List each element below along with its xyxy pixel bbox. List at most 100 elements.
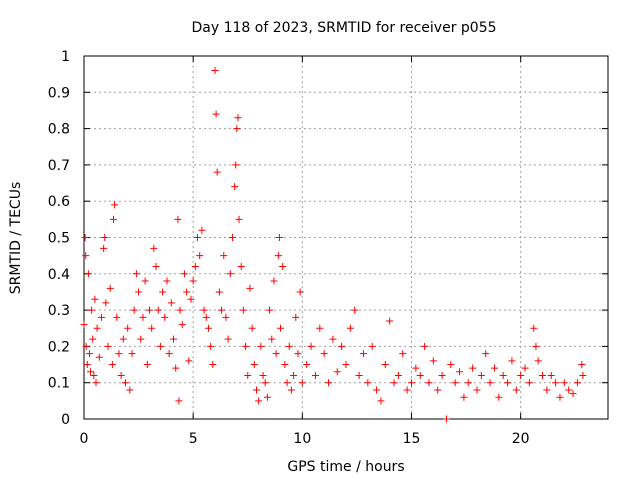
data-point bbox=[224, 335, 232, 343]
data-point bbox=[517, 371, 525, 379]
data-point bbox=[539, 371, 546, 379]
data-point bbox=[473, 386, 481, 394]
data-point bbox=[543, 386, 551, 394]
data-point bbox=[130, 306, 138, 314]
data-point bbox=[325, 379, 333, 387]
data-point bbox=[97, 313, 105, 321]
data-point bbox=[373, 386, 381, 394]
data-point bbox=[174, 215, 182, 223]
data-point bbox=[578, 361, 586, 369]
data-point bbox=[263, 393, 271, 401]
data-point bbox=[150, 244, 158, 252]
data-point bbox=[268, 335, 276, 343]
data-point bbox=[429, 357, 437, 365]
data-point bbox=[464, 379, 472, 387]
data-point bbox=[170, 335, 178, 343]
data-point bbox=[434, 386, 442, 394]
data-point bbox=[399, 350, 407, 358]
data-point bbox=[239, 306, 247, 314]
data-point bbox=[359, 350, 367, 358]
data-point bbox=[569, 390, 577, 398]
chart-title: Day 118 of 2023, SRMTID for receiver p05… bbox=[191, 20, 496, 36]
data-point bbox=[425, 379, 433, 387]
data-point bbox=[95, 353, 103, 361]
data-point bbox=[226, 270, 234, 278]
data-point bbox=[237, 263, 245, 271]
data-point bbox=[512, 386, 520, 394]
data-point bbox=[287, 386, 295, 394]
data-point bbox=[196, 252, 204, 260]
data-point bbox=[231, 183, 239, 191]
data-point bbox=[285, 342, 293, 350]
data-point bbox=[255, 397, 263, 405]
data-point bbox=[469, 364, 477, 372]
data-point bbox=[390, 379, 398, 387]
data-point bbox=[504, 379, 512, 387]
data-point bbox=[117, 371, 125, 379]
x-tick-label: 10 bbox=[293, 431, 311, 447]
data-point bbox=[109, 215, 117, 223]
data-point bbox=[275, 234, 283, 241]
data-point bbox=[403, 386, 411, 394]
data-point bbox=[113, 313, 121, 321]
data-point bbox=[303, 361, 311, 369]
data-point bbox=[128, 350, 136, 358]
data-point bbox=[281, 361, 289, 369]
data-point bbox=[442, 415, 450, 423]
data-point bbox=[556, 393, 564, 401]
data-point bbox=[242, 342, 250, 350]
data-point bbox=[89, 335, 97, 343]
data-point bbox=[307, 342, 315, 350]
data-point bbox=[233, 125, 241, 133]
data-points bbox=[80, 67, 587, 423]
data-point bbox=[525, 379, 533, 387]
data-point bbox=[191, 263, 199, 271]
data-point bbox=[451, 379, 459, 387]
data-point bbox=[270, 277, 278, 285]
data-point bbox=[250, 361, 258, 369]
data-point bbox=[257, 342, 265, 350]
x-tick-label: 0 bbox=[80, 431, 89, 447]
data-point bbox=[342, 361, 350, 369]
data-point bbox=[126, 386, 134, 394]
data-point bbox=[222, 313, 230, 321]
data-point bbox=[298, 379, 306, 387]
data-point bbox=[355, 371, 363, 379]
data-point bbox=[266, 306, 274, 314]
data-point bbox=[377, 397, 385, 405]
axis-ticks: 00.10.20.30.40.50.60.70.80.910 5 10 15 20 bbox=[48, 49, 608, 447]
data-point bbox=[232, 161, 240, 169]
data-point bbox=[252, 386, 260, 394]
data-point bbox=[499, 371, 507, 379]
y-tick-label: 0.8 bbox=[48, 122, 70, 138]
data-point bbox=[90, 371, 98, 379]
data-point bbox=[438, 371, 446, 379]
data-point bbox=[490, 364, 498, 372]
data-point bbox=[83, 361, 91, 369]
data-point bbox=[218, 306, 226, 314]
data-point bbox=[178, 321, 186, 329]
data-point bbox=[579, 371, 587, 379]
data-point bbox=[137, 335, 145, 343]
data-point bbox=[108, 361, 116, 369]
data-point bbox=[213, 168, 221, 176]
data-point bbox=[139, 313, 147, 321]
y-tick-label: 0.7 bbox=[48, 158, 70, 174]
y-tick-label: 0.2 bbox=[48, 339, 70, 355]
data-point bbox=[460, 393, 468, 401]
data-point bbox=[187, 295, 195, 303]
data-point bbox=[508, 357, 516, 365]
x-tick-label: 15 bbox=[403, 431, 421, 447]
y-tick-label: 0.6 bbox=[48, 194, 70, 210]
data-point bbox=[530, 324, 538, 332]
data-point bbox=[92, 379, 100, 387]
data-point bbox=[421, 342, 429, 350]
data-point bbox=[220, 252, 228, 260]
data-point bbox=[486, 379, 494, 387]
y-tick-label: 0.5 bbox=[48, 231, 70, 247]
data-point bbox=[560, 379, 568, 387]
data-point bbox=[447, 361, 455, 369]
data-point bbox=[106, 284, 114, 292]
data-point bbox=[204, 324, 212, 332]
